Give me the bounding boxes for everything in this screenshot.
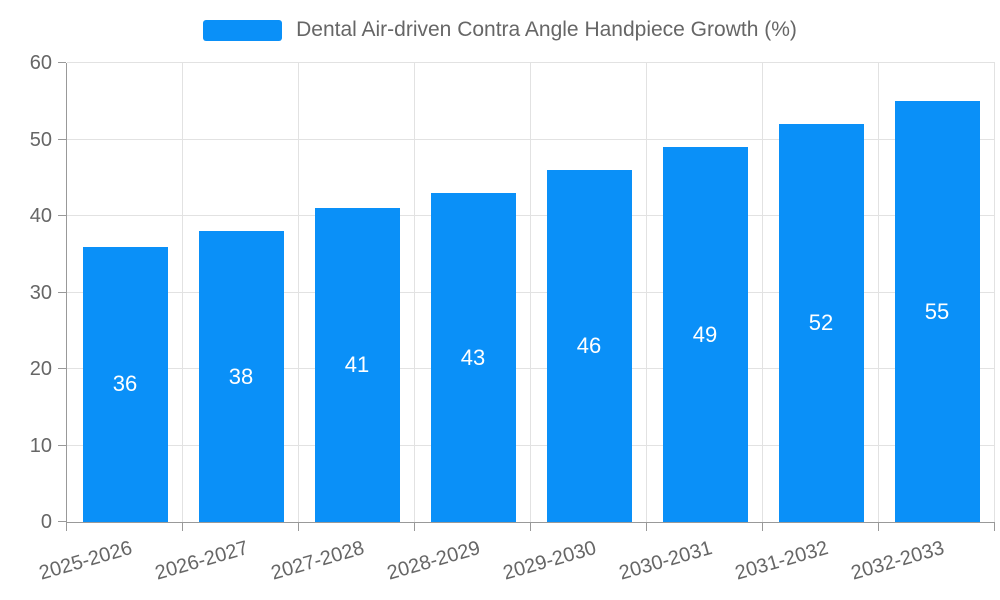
y-axis-line: [66, 63, 67, 522]
x-axis-category-label: 2030-2031: [617, 537, 716, 585]
x-gridline: [414, 63, 415, 522]
x-axis-category-label: 2031-2032: [733, 537, 832, 585]
y-gridline: [67, 368, 995, 369]
x-axis-tick: [298, 523, 299, 531]
y-axis-tick-label: 30: [29, 281, 52, 304]
y-gridline: [67, 138, 995, 140]
x-gridline: [182, 63, 183, 522]
x-axis-category-label: 2027-2028: [269, 537, 368, 585]
x-axis-category-label: 2032-2033: [849, 537, 948, 585]
x-gridline: [762, 63, 763, 522]
x-axis-tick: [878, 523, 879, 531]
y-axis-tick: [58, 521, 66, 522]
y-axis-tick-label: 50: [29, 128, 52, 151]
x-axis-category-label: 2028-2029: [385, 537, 484, 585]
y-axis-tick: [58, 444, 66, 446]
bar-value-label: 46: [576, 333, 602, 359]
legend[interactable]: Dental Air-driven Contra Angle Handpiece…: [0, 17, 1000, 43]
x-axis-category-label: 2026-2027: [153, 537, 252, 585]
y-axis-tick: [58, 138, 66, 140]
y-axis-tick: [58, 62, 66, 63]
bar-value-label: 43: [460, 344, 486, 370]
x-axis-tick: [182, 523, 183, 531]
bar-2029-2030[interactable]: 46: [546, 170, 632, 522]
y-gridline: [67, 291, 995, 293]
y-axis-tick: [58, 368, 66, 369]
legend-swatch-icon: [203, 19, 283, 41]
bar-value-label: 49: [692, 321, 718, 347]
y-gridline: [67, 215, 995, 216]
bar-value-label: 41: [344, 352, 370, 378]
legend-series-label: Dental Air-driven Contra Angle Handpiece…: [296, 18, 797, 41]
x-gridline: [530, 63, 531, 522]
bar-2026-2027[interactable]: 38: [198, 231, 284, 522]
y-axis-tick-label: 10: [29, 434, 52, 457]
bar-value-label: 52: [808, 310, 834, 336]
x-axis-line: [66, 522, 995, 523]
plot-area: 36 38 41 43 46 49 52 55: [66, 62, 995, 523]
y-gridline: [67, 444, 995, 446]
bar-value-label: 36: [112, 371, 138, 397]
y-axis-tick: [58, 291, 66, 293]
bar-2032-2033[interactable]: 55: [894, 101, 980, 522]
y-axis-tick-label: 20: [29, 358, 52, 380]
x-axis-tick: [414, 523, 415, 531]
bar-2031-2032[interactable]: 52: [778, 124, 864, 522]
y-axis-tick-label: 0: [40, 511, 52, 533]
x-gridline: [878, 63, 879, 522]
x-axis-category-label: 2025-2026: [37, 537, 136, 585]
y-axis-tick: [58, 215, 66, 216]
bar-2027-2028[interactable]: 41: [314, 208, 400, 522]
x-gridline: [994, 63, 995, 522]
x-axis-tick: [994, 523, 995, 531]
x-axis-tick: [66, 523, 67, 531]
x-axis-tick: [646, 523, 647, 531]
x-axis-category-label: 2029-2030: [501, 537, 600, 585]
x-gridline: [298, 63, 299, 522]
x-gridline: [646, 63, 647, 522]
y-axis-tick-label: 60: [29, 52, 52, 74]
x-axis-tick: [762, 523, 763, 531]
bar-2028-2029[interactable]: 43: [430, 193, 516, 522]
bar-value-label: 38: [228, 363, 254, 389]
bar-2025-2026[interactable]: 36: [82, 246, 168, 522]
y-gridline: [67, 62, 995, 63]
x-axis-tick: [530, 523, 531, 531]
bar-value-label: 55: [924, 298, 950, 324]
y-axis-tick-label: 40: [29, 205, 52, 227]
bar-2030-2031[interactable]: 49: [662, 147, 748, 522]
